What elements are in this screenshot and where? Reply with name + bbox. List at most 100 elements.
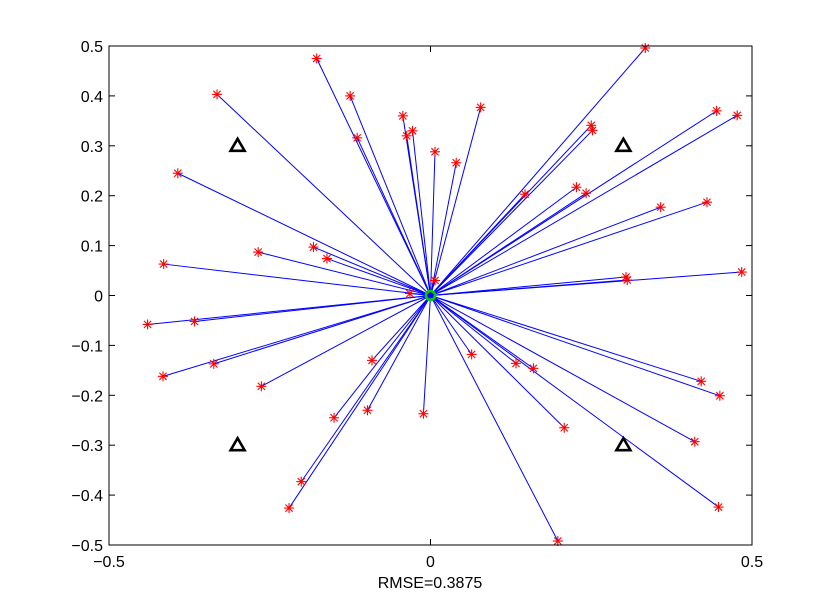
y-tick-label: 0 <box>94 289 103 306</box>
connector-line <box>261 295 431 387</box>
estimate-point <box>587 125 598 136</box>
estimate-point <box>321 253 332 264</box>
estimate-point <box>158 371 169 382</box>
estimate-point <box>253 247 264 258</box>
connector-line <box>371 295 431 361</box>
estimate-point <box>571 182 582 193</box>
estimate-point <box>284 503 295 514</box>
connector-line <box>430 280 436 296</box>
estimate-point <box>559 422 570 433</box>
estimate-point <box>407 125 418 136</box>
x-tick-label: 0.5 <box>741 554 763 571</box>
estimate-point <box>581 188 592 199</box>
connector-line <box>367 295 431 411</box>
estimate-point <box>466 349 477 360</box>
connector-line <box>430 295 517 364</box>
axis-ticks: −0.5 0 0.5 −0.5 −0.4 −0.3 −0.2 −0.1 0 0.1 0.2 0.3 0.… <box>71 39 763 571</box>
connector-line <box>316 58 431 296</box>
connector-line <box>430 151 436 296</box>
connector-line <box>430 295 473 355</box>
connector-line <box>430 129 593 296</box>
estimate-point <box>430 146 441 157</box>
connector-line <box>430 107 482 296</box>
estimate-point <box>189 316 200 327</box>
estimate-point <box>142 319 153 330</box>
connector-line <box>258 251 431 296</box>
estimate-point <box>713 502 724 513</box>
estimate-point <box>701 197 712 208</box>
connector-line <box>430 295 719 508</box>
connector-line <box>162 295 431 377</box>
connector-line <box>430 114 738 296</box>
connector-lines <box>147 47 742 542</box>
anchor-triangle <box>614 136 633 153</box>
connector-line <box>430 162 457 296</box>
connector-line <box>356 137 431 296</box>
connector-line <box>430 186 577 296</box>
estimate-point <box>329 412 340 423</box>
estimate-point <box>736 267 747 278</box>
estimate-point <box>475 102 486 113</box>
y-tick-label: 0.3 <box>81 139 103 156</box>
connector-line <box>163 263 431 296</box>
estimate-point <box>256 381 267 392</box>
estimate-point <box>158 259 169 270</box>
connector-line <box>406 135 431 296</box>
connector-line <box>216 94 431 296</box>
y-tick-label: −0.5 <box>71 538 103 555</box>
y-tick-label: −0.2 <box>71 388 103 405</box>
x-tick-label: 0 <box>426 554 435 571</box>
estimate-point <box>622 275 633 286</box>
anchor-triangle <box>228 136 247 153</box>
estimate-point <box>714 390 725 401</box>
connector-line <box>300 295 431 482</box>
anchor-triangle <box>614 435 633 452</box>
estimate-point <box>552 536 563 547</box>
connector-line <box>194 295 431 322</box>
x-axis-label: RMSE=0.3875 <box>378 575 483 592</box>
markers <box>142 42 747 547</box>
y-tick-label: 0.1 <box>81 239 103 256</box>
estimate-point <box>520 189 531 200</box>
y-tick-label: 0.5 <box>81 39 103 56</box>
y-tick-label: 0.4 <box>81 89 103 106</box>
estimate-point <box>308 242 319 253</box>
connector-line <box>430 295 565 429</box>
connector-line <box>333 295 431 419</box>
y-tick-label: 0.2 <box>81 189 103 206</box>
connector-line <box>177 172 431 296</box>
y-tick-label: −0.4 <box>71 488 103 505</box>
estimate-point <box>696 376 707 387</box>
connector-line <box>430 201 708 296</box>
estimate-point <box>366 355 377 366</box>
connector-line <box>430 276 627 296</box>
connector-line <box>349 95 431 296</box>
estimate-point <box>640 42 651 53</box>
connector-line <box>430 192 587 296</box>
connector-line <box>430 279 628 296</box>
estimate-point <box>362 405 373 416</box>
estimate-point <box>711 105 722 116</box>
estimate-point <box>511 358 522 369</box>
connector-line <box>430 47 646 296</box>
estimate-point <box>528 363 539 374</box>
estimate-point <box>352 132 363 143</box>
connector-line <box>430 295 696 443</box>
center-point <box>424 289 437 302</box>
connector-line <box>411 130 431 296</box>
connector-line <box>430 295 721 397</box>
connector-line <box>430 193 526 296</box>
y-tick-label: −0.3 <box>71 438 103 455</box>
connector-line <box>430 295 702 382</box>
estimate-point <box>451 157 462 168</box>
estimate-point <box>208 358 219 369</box>
estimate-point <box>401 130 412 141</box>
estimate-point <box>655 202 666 213</box>
x-tick-label: −0.5 <box>93 554 125 571</box>
estimate-point <box>418 408 429 419</box>
estimate-point <box>212 89 223 100</box>
estimate-point <box>404 288 415 299</box>
y-tick-label: −0.1 <box>71 338 103 355</box>
